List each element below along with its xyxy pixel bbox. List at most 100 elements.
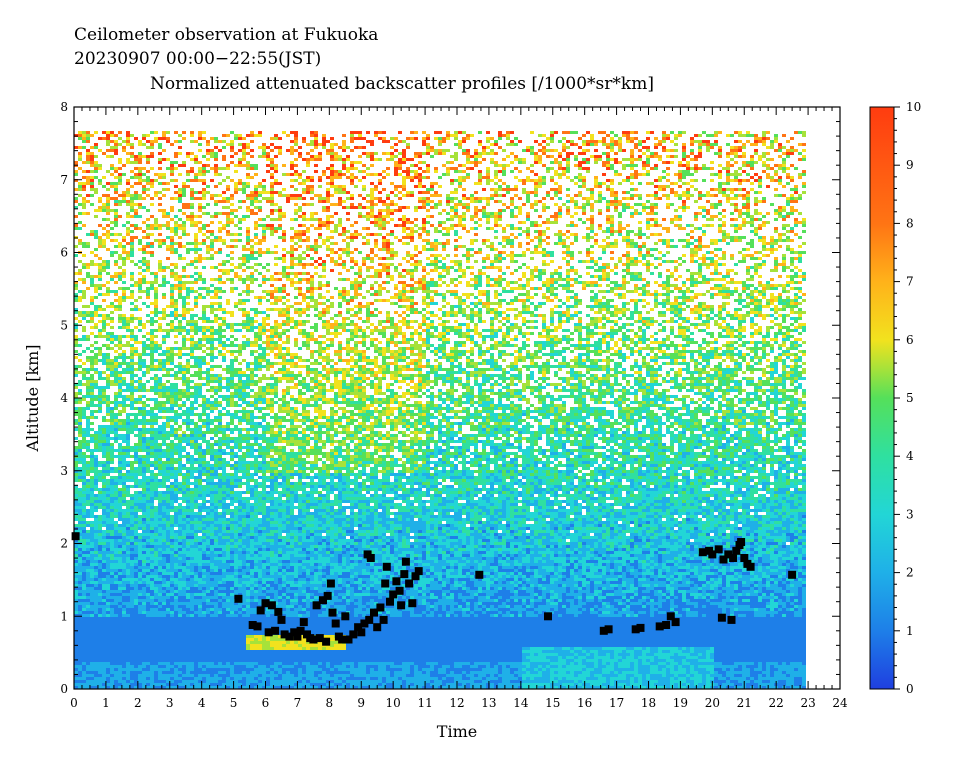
heatmap-cell xyxy=(546,680,550,683)
heatmap-cell xyxy=(746,620,750,623)
heatmap-cell xyxy=(282,671,286,674)
heatmap-cell xyxy=(182,680,186,683)
heatmap-cell xyxy=(554,611,558,614)
heatmap-cell xyxy=(314,614,318,617)
heatmap-cell xyxy=(382,641,386,644)
heatmap-cell xyxy=(758,620,762,623)
heatmap-cell xyxy=(294,647,298,650)
heatmap-cell xyxy=(766,665,770,668)
heatmap-cell xyxy=(762,638,766,641)
heatmap-cell xyxy=(802,641,806,644)
heatmap-cell xyxy=(538,620,542,623)
heatmap-cell xyxy=(386,611,390,614)
heatmap-cell xyxy=(246,671,250,674)
heatmap-cell xyxy=(374,647,378,650)
heatmap-cell xyxy=(634,611,638,614)
heatmap-cell xyxy=(246,617,250,620)
heatmap-cell xyxy=(650,650,654,653)
heatmap-cell xyxy=(794,653,798,656)
heatmap-cell xyxy=(770,680,774,683)
heatmap-cell xyxy=(270,653,274,656)
heatmap-cell xyxy=(562,617,566,620)
heatmap-cell xyxy=(350,665,354,668)
heatmap-cell xyxy=(342,620,346,623)
heatmap-cell xyxy=(786,662,790,665)
heatmap-cell xyxy=(670,626,674,629)
heatmap-cell xyxy=(590,671,594,674)
heatmap-cell xyxy=(778,608,782,611)
heatmap-cell xyxy=(790,629,794,632)
heatmap-cell xyxy=(154,644,158,647)
heatmap-cell xyxy=(690,665,694,668)
heatmap-cell xyxy=(254,635,258,638)
heatmap-cell xyxy=(642,653,646,656)
heatmap-cell xyxy=(446,632,450,635)
heatmap-cell xyxy=(394,635,398,638)
heatmap-cell xyxy=(322,659,326,662)
heatmap-cell xyxy=(758,659,762,662)
heatmap-cell xyxy=(438,659,442,662)
heatmap-cell xyxy=(598,668,602,671)
heatmap-cell xyxy=(182,605,186,608)
heatmap-cell xyxy=(702,671,706,674)
heatmap-cell xyxy=(254,680,258,683)
heatmap-cell xyxy=(134,608,138,611)
heatmap-cell xyxy=(722,608,726,611)
heatmap-cell xyxy=(310,662,314,665)
heatmap-cell xyxy=(510,647,514,650)
heatmap-cell xyxy=(498,647,502,650)
heatmap-cell xyxy=(262,620,266,623)
heatmap-cell xyxy=(426,617,430,620)
heatmap-cell xyxy=(354,662,358,665)
heatmap-cell xyxy=(614,635,618,638)
heatmap-cell xyxy=(630,650,634,653)
heatmap-cell xyxy=(646,641,650,644)
heatmap-cell xyxy=(746,647,750,650)
heatmap-cell xyxy=(534,674,538,677)
heatmap-cell xyxy=(678,632,682,635)
heatmap-cell xyxy=(462,629,466,632)
heatmap-cell xyxy=(398,659,402,662)
heatmap-cell xyxy=(118,629,122,632)
heatmap-cell xyxy=(474,629,478,632)
heatmap-cell xyxy=(642,620,646,623)
heatmap-cell xyxy=(598,680,602,683)
heatmap-cell xyxy=(90,653,94,656)
heatmap-cell xyxy=(526,617,530,620)
heatmap-cell xyxy=(750,641,754,644)
heatmap-cell xyxy=(542,683,546,686)
heatmap-cell xyxy=(82,674,86,677)
heatmap-cell xyxy=(382,626,386,629)
heatmap-cell xyxy=(214,680,218,683)
heatmap-cell xyxy=(262,617,266,620)
heatmap-cell xyxy=(242,683,246,686)
heatmap-cell xyxy=(510,620,514,623)
heatmap-cell xyxy=(590,620,594,623)
heatmap-cell xyxy=(730,671,734,674)
heatmap-cell xyxy=(510,656,514,659)
heatmap-cell xyxy=(306,665,310,668)
heatmap-cell xyxy=(462,635,466,638)
heatmap-cell xyxy=(190,650,194,653)
heatmap-cell xyxy=(98,647,102,650)
heatmap-cell xyxy=(298,659,302,662)
heatmap-cell xyxy=(418,671,422,674)
heatmap-cell xyxy=(190,635,194,638)
heatmap-cell xyxy=(146,683,150,686)
heatmap-cell xyxy=(594,677,598,680)
heatmap-cell xyxy=(138,629,142,632)
heatmap-cell xyxy=(378,662,382,665)
heatmap-cell xyxy=(406,653,410,656)
heatmap-cell xyxy=(78,680,82,683)
heatmap-cell xyxy=(402,659,406,662)
heatmap-cell xyxy=(590,668,594,671)
heatmap-cell xyxy=(130,635,134,638)
heatmap-cell xyxy=(526,638,530,641)
heatmap-cell xyxy=(562,683,566,686)
heatmap-cell xyxy=(702,644,706,647)
heatmap-cell xyxy=(562,608,566,611)
heatmap-cell xyxy=(130,605,134,608)
heatmap-cell xyxy=(190,629,194,632)
heatmap-cell xyxy=(794,614,798,617)
heatmap-cell xyxy=(714,608,718,611)
